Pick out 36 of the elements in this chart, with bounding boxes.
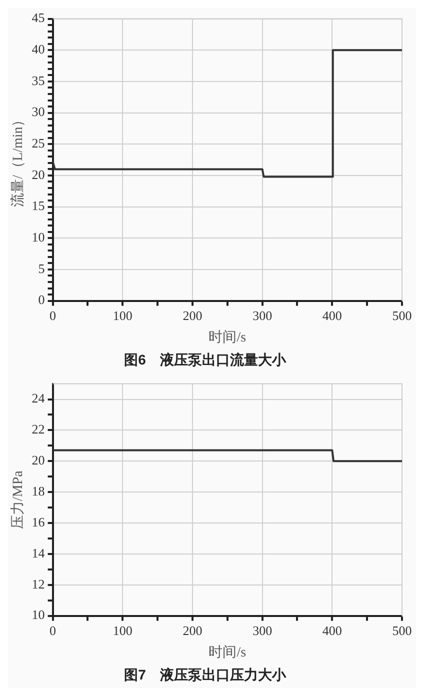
y-tick-label: 16 (32, 514, 46, 530)
x-tick-label: 500 (392, 623, 412, 638)
x-tick-label: 400 (322, 623, 342, 638)
y-tick-label: 45 (32, 10, 45, 26)
x-tick-label: 200 (182, 308, 202, 324)
y-tick-label: 14 (32, 545, 46, 560)
x-tick-label: 0 (50, 308, 56, 324)
y-tick-label: 0 (38, 292, 45, 308)
x-tick-label: 100 (112, 623, 132, 638)
y-tick-label: 22 (32, 422, 45, 437)
x-tick-label: 500 (392, 308, 412, 324)
y-tick-label: 10 (32, 607, 45, 622)
y-tick-label: 35 (32, 72, 45, 88)
text: 图6 液压泵出口流量大小 (124, 351, 287, 368)
x-axis-title: 时间/s (208, 644, 246, 660)
x-tick-label: 400 (322, 308, 342, 324)
y-axis-title: 流量/（L/min） (10, 112, 26, 207)
y-tick-label: 40 (32, 42, 45, 57)
y-tick-label: 15 (32, 198, 45, 214)
y-tick-label: 30 (32, 104, 45, 120)
y-tick-label: 18 (32, 483, 45, 498)
y-tick-label: 25 (32, 136, 45, 151)
y-tick-label: 10 (32, 230, 45, 245)
x-tick-label: 0 (50, 623, 56, 638)
x-tick-label: 300 (252, 308, 272, 324)
y-tick-label: 20 (32, 166, 45, 182)
y-tick-label: 24 (32, 390, 46, 406)
x-axis-title: 时间/s (208, 329, 246, 346)
y-tick-label: 12 (32, 576, 45, 592)
x-tick-label: 200 (182, 623, 202, 638)
x-tick-label: 100 (112, 308, 132, 324)
y-axis-title: 压力/MPa (10, 470, 26, 529)
x-tick-label: 300 (252, 623, 272, 638)
text: 图7 液压泵出口压力大小 (124, 666, 287, 682)
y-tick-label: 5 (38, 260, 45, 276)
y-tick-label: 20 (32, 452, 45, 468)
